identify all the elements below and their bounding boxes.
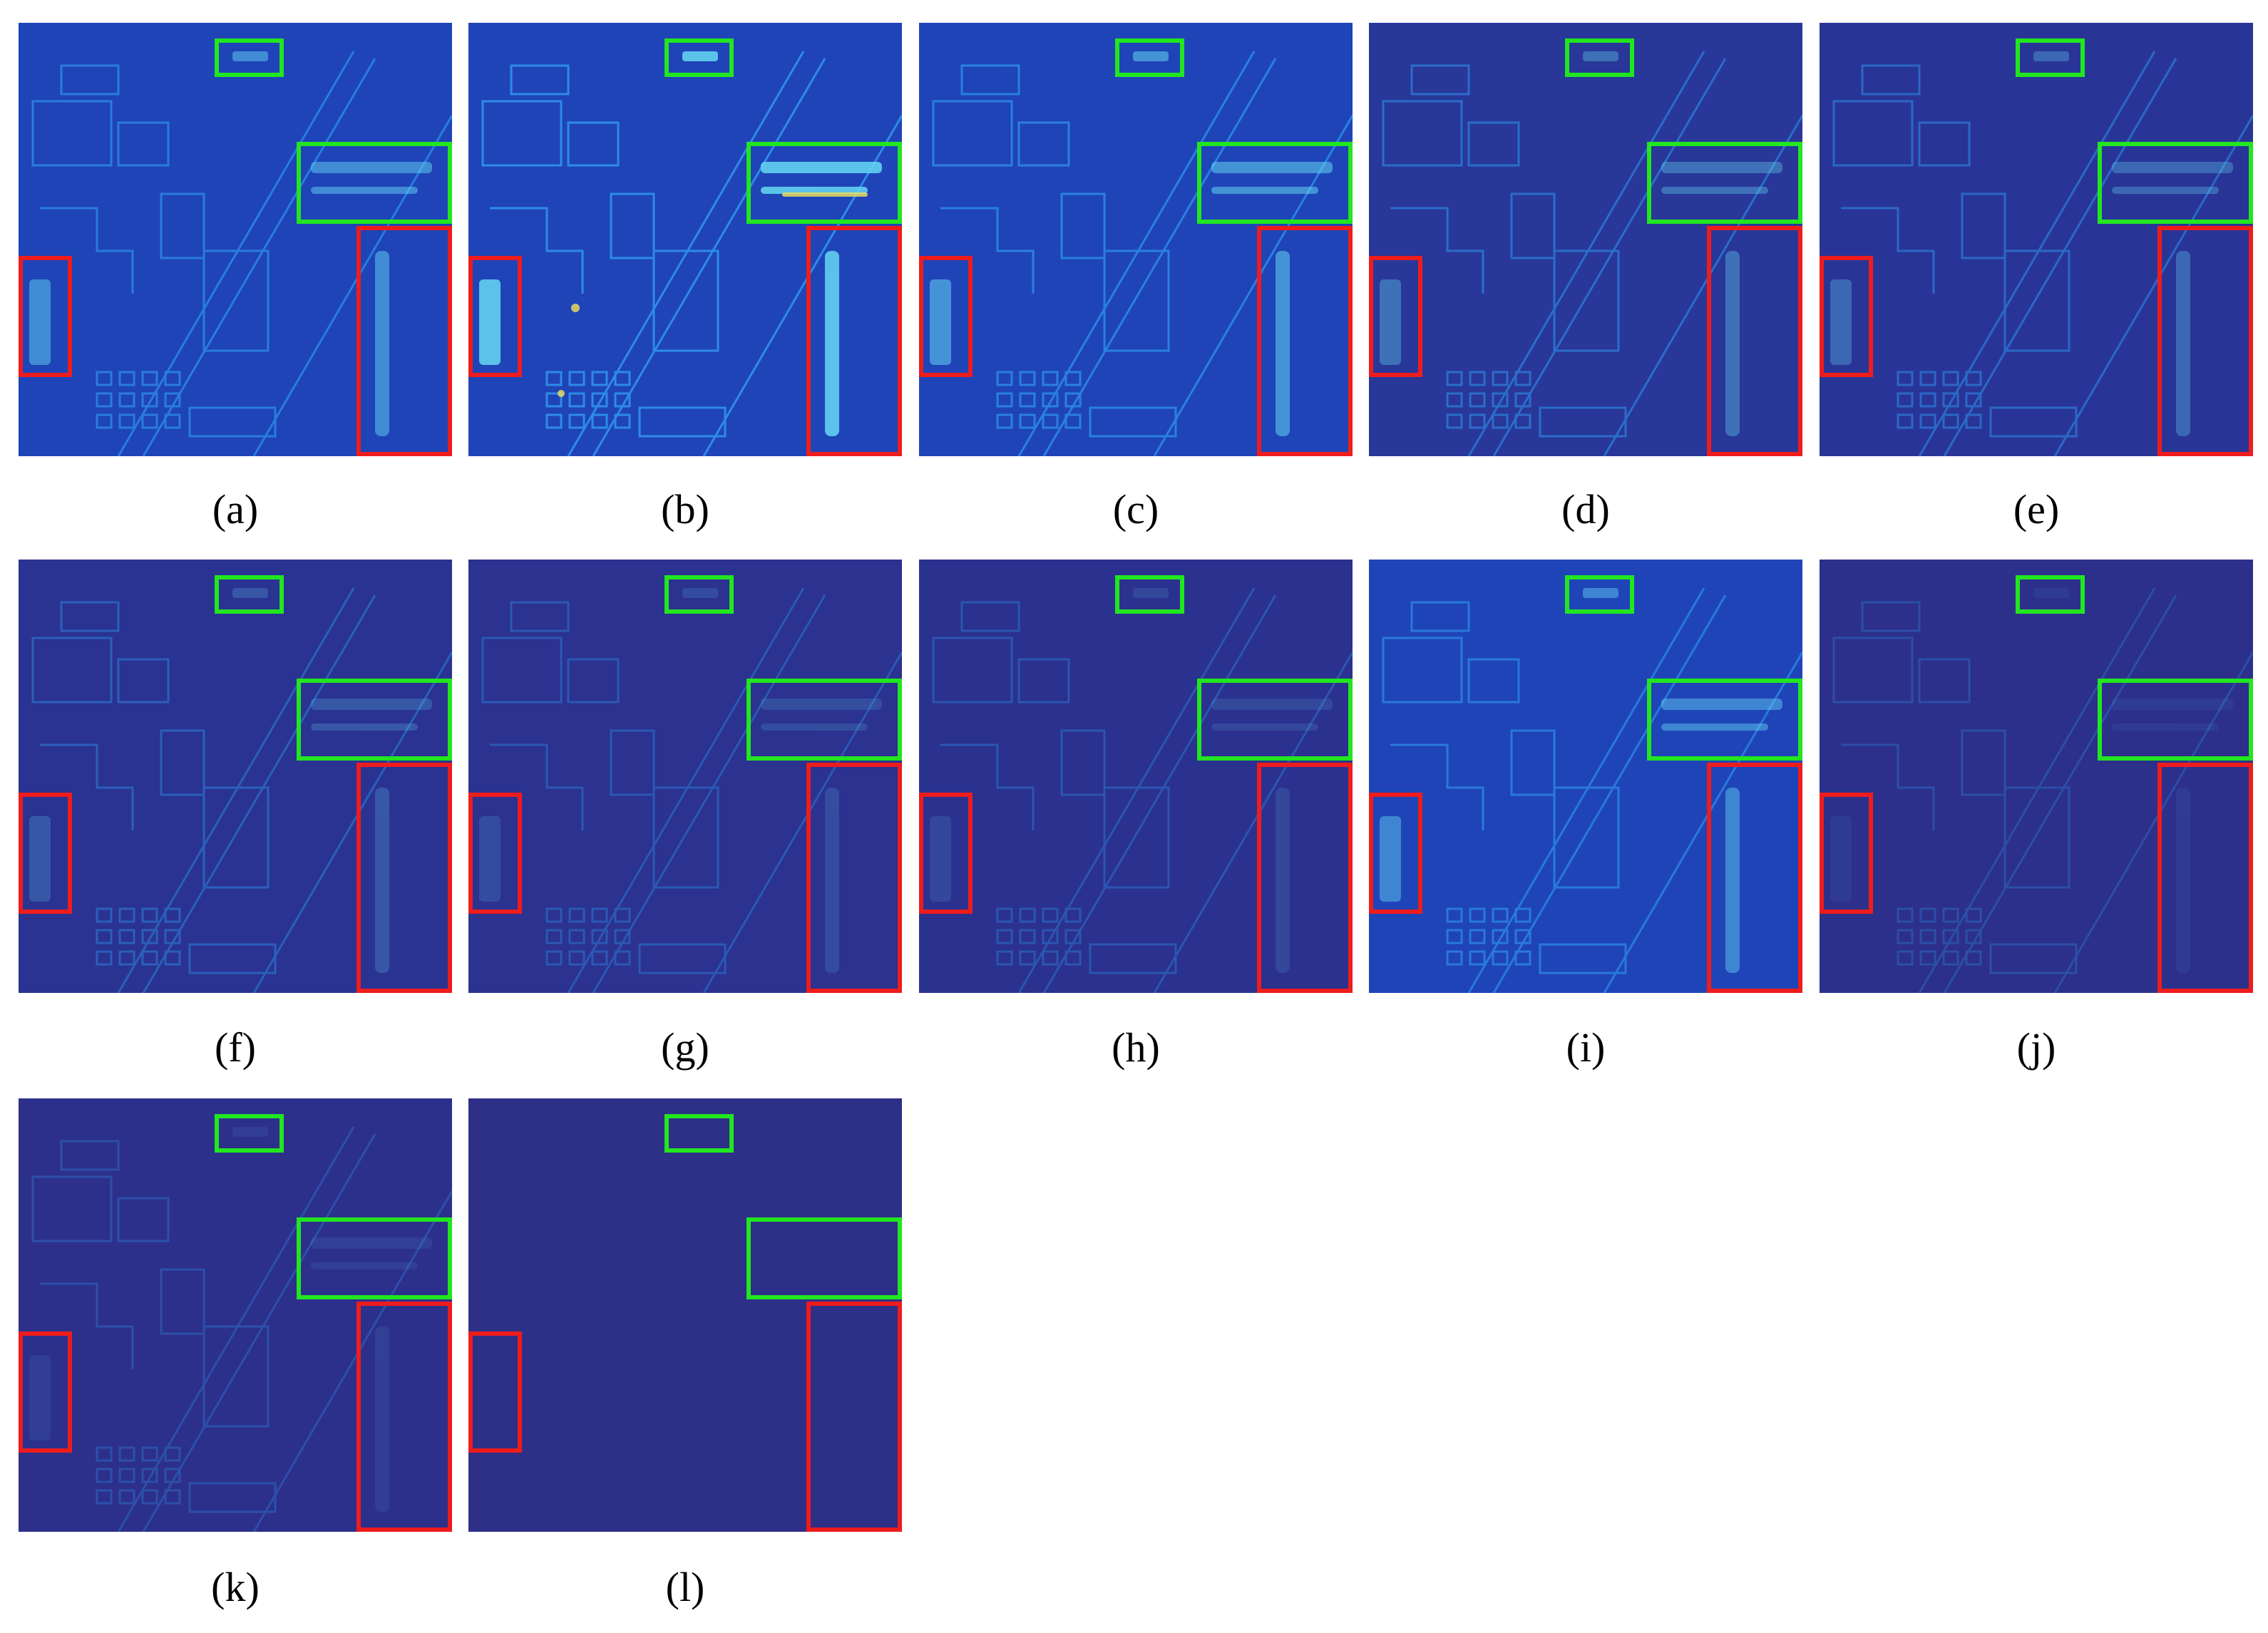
right-red-box [356, 763, 452, 993]
error-map-k [19, 1098, 452, 1532]
left-red-box [468, 793, 522, 914]
error-map-f [19, 560, 452, 993]
large-green-box [1647, 679, 1802, 761]
caption-i: (i) [1566, 1024, 1606, 1071]
small-green-box [215, 575, 284, 614]
error-map-g [468, 560, 902, 993]
error-map-image [1820, 23, 2253, 456]
small-green-box [665, 38, 734, 77]
large-green-box [746, 1217, 902, 1299]
right-red-box [1707, 226, 1802, 456]
caption-j: (j) [2016, 1024, 2056, 1071]
error-map-j [1820, 560, 2253, 993]
caption-d: (d) [1561, 486, 1610, 532]
caption-e: (e) [2013, 486, 2060, 532]
right-red-box [356, 1302, 452, 1532]
right-red-box [806, 1302, 902, 1532]
error-map-image [468, 560, 902, 993]
caption-f: (f) [215, 1024, 256, 1071]
large-green-box [746, 679, 902, 761]
left-red-box [919, 793, 973, 914]
right-red-box [2157, 226, 2253, 456]
left-red-box [1369, 793, 1422, 914]
error-map-d [1369, 23, 1802, 456]
caption-h: (h) [1112, 1024, 1160, 1071]
left-red-box [19, 256, 72, 377]
error-map-e [1820, 23, 2253, 456]
left-red-box [468, 1331, 522, 1453]
error-map-image [1369, 23, 1802, 456]
right-red-box [806, 226, 902, 456]
error-map-c [919, 23, 1353, 456]
left-red-box [1820, 256, 1873, 377]
left-red-box [1820, 793, 1873, 914]
large-green-box [746, 142, 902, 224]
large-green-box [1197, 142, 1353, 224]
right-red-box [2157, 763, 2253, 993]
small-green-box [665, 1114, 734, 1153]
error-map-b [468, 23, 902, 456]
small-green-box [1565, 38, 1634, 77]
right-red-box [1707, 763, 1802, 993]
caption-k: (k) [211, 1564, 260, 1610]
error-map-h [919, 560, 1353, 993]
small-green-box [665, 575, 734, 614]
small-green-box [2016, 38, 2085, 77]
small-green-box [2016, 575, 2085, 614]
caption-a: (a) [212, 486, 259, 532]
caption-g: (g) [661, 1024, 709, 1071]
large-green-box [2098, 142, 2253, 224]
error-map-image [1369, 560, 1802, 993]
large-green-box [297, 1217, 452, 1299]
right-red-box [356, 226, 452, 456]
left-red-box [19, 793, 72, 914]
error-map-l [468, 1098, 902, 1532]
error-map-image [1820, 560, 2253, 993]
large-green-box [1197, 679, 1353, 761]
error-map-a [19, 23, 452, 456]
error-map-image [19, 23, 452, 456]
right-red-box [806, 763, 902, 993]
left-red-box [19, 1331, 72, 1453]
left-red-box [468, 256, 522, 377]
large-green-box [297, 142, 452, 224]
left-red-box [1369, 256, 1422, 377]
large-green-box [2098, 679, 2253, 761]
caption-c: (c) [1112, 486, 1159, 532]
left-red-box [919, 256, 973, 377]
small-green-box [215, 38, 284, 77]
large-green-box [1647, 142, 1802, 224]
small-green-box [1115, 575, 1184, 614]
large-green-box [297, 679, 452, 761]
error-map-image [19, 1098, 452, 1532]
caption-b: (b) [661, 486, 709, 532]
error-map-image [919, 23, 1353, 456]
right-red-box [1257, 763, 1353, 993]
caption-l: (l) [665, 1564, 705, 1610]
small-green-box [215, 1114, 284, 1153]
error-map-image [468, 23, 902, 456]
small-green-box [1115, 38, 1184, 77]
error-map-image [468, 1098, 902, 1532]
error-map-image [19, 560, 452, 993]
error-map-i [1369, 560, 1802, 993]
small-green-box [1565, 575, 1634, 614]
right-red-box [1257, 226, 1353, 456]
error-map-image [919, 560, 1353, 993]
